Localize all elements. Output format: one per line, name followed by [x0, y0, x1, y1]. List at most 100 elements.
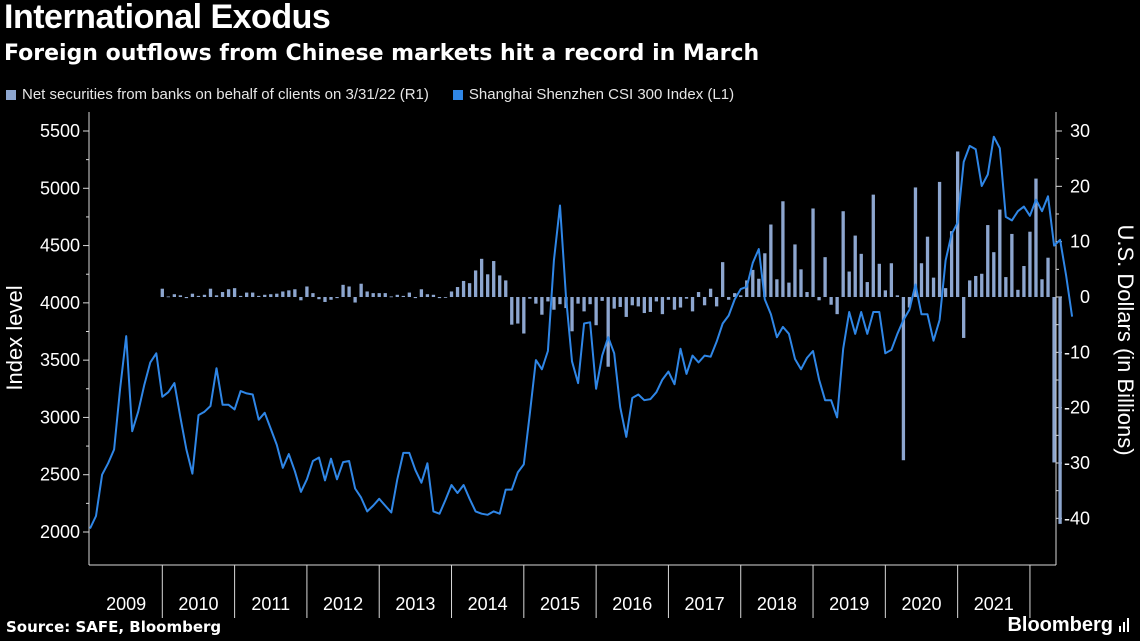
bar [552, 297, 556, 310]
left-tick-label: 4000 [40, 293, 80, 313]
left-tick-label: 2000 [40, 522, 80, 542]
bar [522, 297, 526, 334]
x-tick-label: 2018 [757, 594, 797, 614]
bar [371, 293, 375, 297]
bar [763, 253, 767, 297]
bar [528, 297, 532, 299]
bar [160, 288, 164, 297]
bar [666, 297, 671, 300]
bar [739, 295, 743, 297]
bar-chart-icon [1118, 617, 1132, 634]
bar [1058, 297, 1062, 524]
x-tick-label: 2021 [974, 594, 1014, 614]
bar [461, 280, 466, 297]
bar [642, 297, 646, 314]
legend-swatch-bars [6, 89, 16, 100]
bar [799, 269, 803, 297]
legend: Net securities from banks on behalf of c… [6, 86, 758, 103]
bar [925, 236, 930, 297]
bar [281, 291, 285, 297]
bar [817, 297, 821, 301]
right-tick-label: 10 [1070, 232, 1090, 252]
bar [202, 294, 207, 297]
x-tick-label: 2011 [251, 594, 290, 614]
bar [769, 224, 773, 297]
bar [727, 297, 731, 300]
bar [913, 187, 918, 297]
right-tick-label: 20 [1070, 176, 1090, 196]
bar [974, 275, 978, 297]
bar [305, 286, 309, 297]
bar [871, 194, 875, 297]
bar [630, 297, 634, 306]
bar [196, 295, 201, 297]
legend-label-line: Shanghai Shenzhen CSI 300 Index (L1) [468, 86, 735, 103]
bar [413, 297, 418, 299]
bar [907, 297, 912, 308]
bar [377, 293, 381, 297]
bar [238, 295, 243, 297]
left-tick-label: 3000 [40, 407, 80, 427]
left-tick-label: 4500 [40, 236, 80, 256]
bar [757, 278, 761, 297]
right-axis-title: U.S. Dollars (in Billions) [1113, 224, 1138, 455]
bar [714, 297, 719, 307]
bar [588, 297, 592, 305]
bar [540, 297, 544, 315]
bar [347, 286, 351, 297]
bar [190, 293, 195, 297]
bar [546, 297, 550, 302]
bar [449, 291, 454, 297]
bar [365, 291, 369, 297]
bar [341, 284, 345, 297]
bar [1022, 266, 1026, 297]
brand-logo: Bloomberg [1007, 614, 1132, 637]
bar [835, 297, 839, 315]
bar [775, 279, 779, 297]
bar [648, 297, 653, 312]
bar [269, 294, 273, 297]
left-tick-label: 2500 [40, 465, 80, 485]
bar [805, 292, 809, 297]
bar [919, 263, 924, 297]
bar [486, 274, 490, 297]
bar [353, 297, 357, 303]
legend-label-bars: Net securities from banks on behalf of c… [22, 86, 429, 103]
bar [829, 297, 833, 305]
legend-swatch-line [452, 89, 463, 100]
bar [498, 275, 502, 297]
bar [986, 225, 990, 297]
bar [1010, 233, 1014, 297]
bar [745, 280, 749, 297]
bar [980, 273, 984, 297]
bar [702, 297, 707, 306]
bar [220, 292, 225, 297]
bar [853, 235, 857, 297]
bar [998, 209, 1002, 297]
bar [504, 280, 508, 297]
bar [781, 201, 785, 297]
bar [455, 287, 460, 297]
bar [793, 244, 797, 297]
left-tick-label: 3500 [40, 350, 80, 370]
bar [606, 297, 610, 367]
bar [570, 297, 574, 332]
bar [467, 283, 472, 297]
bar [443, 297, 448, 298]
bar [1046, 257, 1050, 297]
bar [1052, 297, 1056, 463]
right-tick-label: -30 [1064, 453, 1090, 473]
bar [257, 295, 261, 297]
bar [859, 253, 863, 297]
csi300-line [89, 135, 1074, 530]
bar [612, 297, 616, 309]
bar [624, 297, 628, 317]
chart-title: International Exodus [4, 0, 331, 36]
bar [992, 252, 996, 297]
bar [877, 263, 881, 297]
bar [299, 297, 303, 301]
bar [534, 297, 538, 304]
left-axis-title: Index level [2, 285, 27, 390]
bar [582, 297, 586, 312]
x-tick-label: 2009 [106, 594, 146, 614]
